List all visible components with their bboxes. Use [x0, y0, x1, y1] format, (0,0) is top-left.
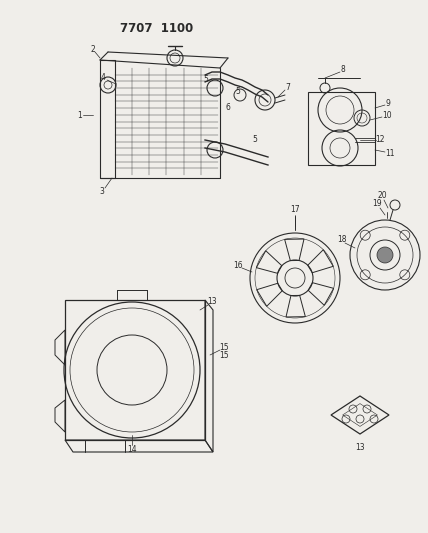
Text: 3: 3: [100, 188, 104, 197]
Text: 19: 19: [372, 199, 382, 208]
Text: 7707  1100: 7707 1100: [120, 21, 193, 35]
Text: 12: 12: [375, 135, 385, 144]
Text: 7: 7: [285, 83, 291, 92]
Text: 5: 5: [204, 76, 208, 85]
Text: 4: 4: [101, 74, 105, 83]
Text: 1: 1: [77, 110, 82, 119]
Text: 20: 20: [377, 191, 387, 200]
Text: 17: 17: [290, 206, 300, 214]
Text: 2: 2: [91, 44, 95, 53]
Text: 10: 10: [382, 110, 392, 119]
Text: 15: 15: [219, 351, 229, 360]
Text: 9: 9: [386, 99, 390, 108]
Circle shape: [377, 247, 393, 263]
Text: 6: 6: [226, 103, 230, 112]
Text: 8: 8: [341, 66, 345, 75]
Text: 13: 13: [207, 297, 217, 306]
Text: 13: 13: [355, 443, 365, 453]
Text: 5: 5: [235, 87, 241, 96]
Text: 15: 15: [219, 343, 229, 352]
Text: 14: 14: [127, 445, 137, 454]
Text: 18: 18: [337, 236, 347, 245]
Text: 11: 11: [385, 149, 395, 157]
Text: 16: 16: [233, 262, 243, 271]
Text: 5: 5: [253, 135, 257, 144]
